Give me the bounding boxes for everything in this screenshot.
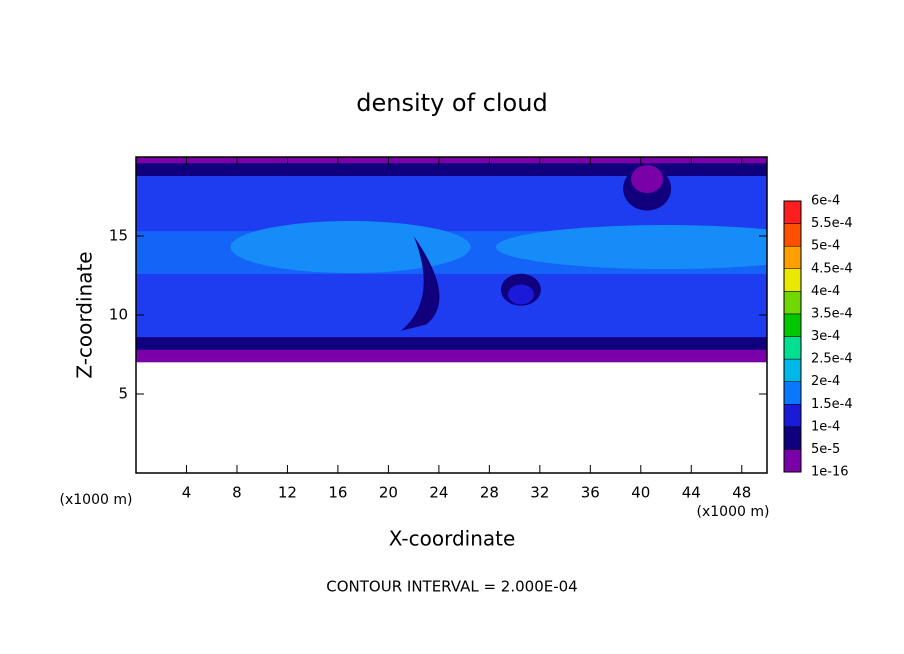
x-tick-label: 32 [530, 484, 549, 502]
colorbar-label: 3.5e-4 [811, 306, 853, 321]
x-axis-unit: (x1000 m) [697, 504, 770, 520]
colorbar-box [783, 245, 802, 270]
colorbar-box [783, 291, 802, 315]
contour-region [507, 284, 534, 305]
colorbar-label: 5.5e-4 [811, 216, 853, 231]
field [136, 157, 767, 473]
y-tick-label: 15 [109, 227, 128, 245]
colorbar-box [783, 313, 802, 337]
colorbar-label: 4e-4 [811, 284, 840, 299]
x-tick-label: 20 [379, 484, 398, 502]
colorbar-box [783, 426, 802, 450]
colorbar-box [783, 223, 802, 247]
contour-field [136, 157, 767, 473]
x-tick-label: 4 [182, 484, 192, 502]
colorbar-label: 2e-4 [811, 374, 840, 389]
y-tick-label: 10 [109, 306, 128, 324]
colorbar-box [783, 358, 802, 382]
x-tick-label: 28 [480, 484, 499, 502]
x-tick-label: 48 [732, 484, 751, 502]
colorbar-label: 1e-16 [811, 465, 849, 480]
x-tick-label: 44 [682, 484, 701, 502]
y-tick-label: 5 [118, 385, 128, 403]
colorbar-label: 4.5e-4 [811, 261, 853, 276]
colorbar-box [783, 449, 802, 473]
chart-title: density of cloud [356, 89, 547, 117]
x-tick-label: 24 [429, 484, 448, 502]
x-tick-label: 8 [232, 484, 242, 502]
colorbar-label: 5e-4 [811, 239, 840, 254]
colorbar-box [783, 200, 802, 224]
colorbar-label: 2.5e-4 [811, 352, 853, 367]
colorbar-box [783, 336, 802, 360]
x-tick-label: 40 [631, 484, 650, 502]
contour-region [230, 221, 471, 274]
x-axis-label: X-coordinate [389, 527, 516, 551]
y-axis-unit: (x1000 m) [60, 492, 133, 508]
x-tick-label: 16 [328, 484, 347, 502]
contour-region [496, 225, 767, 270]
y-axis-label: Z-coordinate [73, 251, 97, 378]
colorbar-label: 6e-4 [811, 194, 840, 209]
x-tick-label: 12 [278, 484, 297, 502]
colorbar-label: 5e-5 [811, 442, 840, 457]
colorbar-label: 3e-4 [811, 329, 840, 344]
x-tick-label: 36 [581, 484, 600, 502]
contour-region [401, 236, 440, 331]
colorbar-box [783, 404, 802, 428]
colorbar-label: 1.5e-4 [811, 397, 853, 412]
colorbar-box [783, 268, 802, 292]
no-data [136, 362, 767, 473]
contour-region [631, 165, 664, 194]
colorbar-frame [783, 200, 802, 473]
colorbar-box [783, 381, 802, 405]
footer-note: CONTOUR INTERVAL = 2.000E-04 [326, 578, 577, 596]
colorbar-label: 1e-4 [811, 419, 840, 434]
